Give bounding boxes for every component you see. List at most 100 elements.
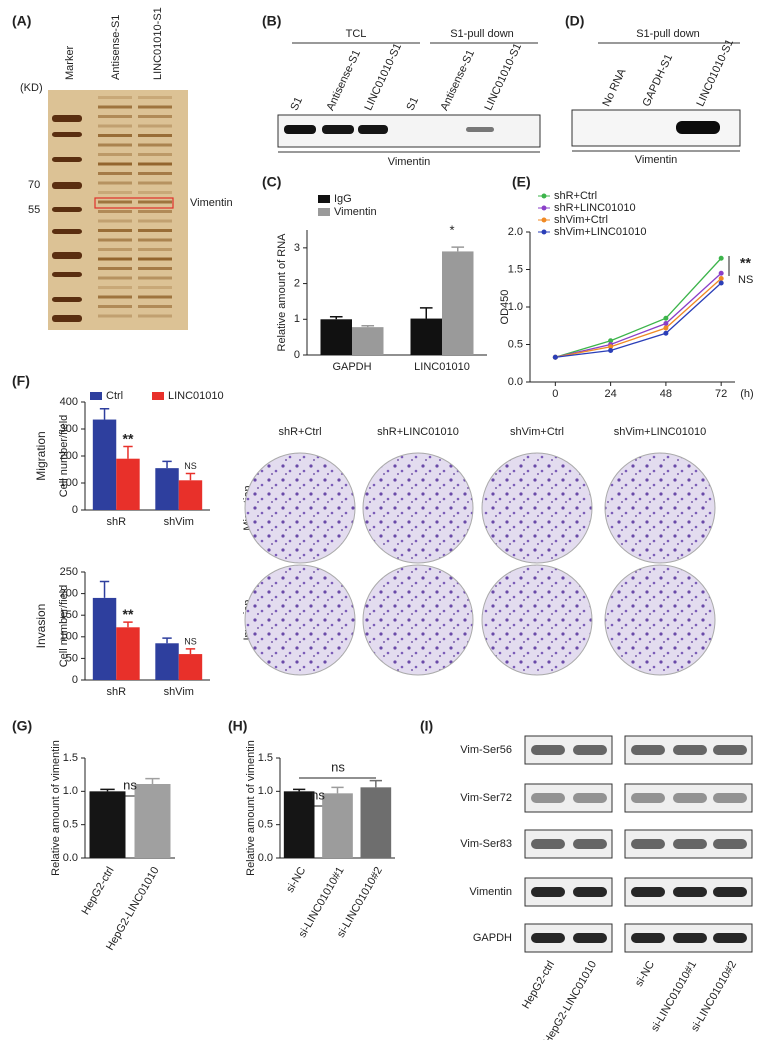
blot-band (358, 125, 388, 134)
gel-band (138, 295, 172, 299)
blot-band (531, 745, 565, 755)
band-label: Vimentin (190, 197, 233, 209)
panel-letter: (C) (262, 174, 281, 190)
gel-band (138, 172, 172, 175)
lane-label: S1 (404, 95, 421, 112)
group-label: S1-pull down (450, 28, 514, 40)
gel-band (138, 200, 172, 204)
y-tick-label: 300 (60, 423, 78, 435)
marker-label: 70 (28, 179, 40, 191)
panel-letter: (I) (420, 718, 433, 734)
blot-band (673, 933, 707, 943)
panel-letter: (A) (12, 13, 31, 29)
y-tick-label: 100 (60, 477, 78, 489)
row-label: GAPDH (473, 932, 512, 944)
gel-band (138, 134, 172, 137)
line (555, 257, 722, 358)
annotation: NS (184, 461, 197, 471)
gel-band (98, 238, 132, 242)
error-bar (331, 786, 344, 794)
bar (283, 791, 315, 858)
gel-band (98, 200, 132, 204)
point (608, 348, 614, 353)
y-tick-label: 1.0 (63, 785, 78, 797)
column-label: shVim+LINC01010 (614, 426, 706, 438)
gel-band (138, 238, 172, 242)
blot-band (631, 887, 665, 897)
annotation: ns (311, 787, 325, 802)
gel-band (98, 115, 132, 118)
error-bar (145, 777, 160, 784)
gel-band (98, 124, 132, 128)
blot-band (531, 839, 565, 849)
blot-label: Vimentin (635, 154, 678, 166)
well (244, 564, 356, 676)
lane-label: LINC01010-S1 (482, 41, 524, 112)
bar (320, 319, 352, 355)
blot-band (713, 887, 747, 897)
gel-band (98, 153, 132, 156)
gel-band (52, 182, 82, 189)
x-tick-label: 0 (552, 388, 558, 400)
gel-band (98, 191, 132, 194)
blot-band (713, 745, 747, 755)
gel-band (52, 229, 82, 234)
blot-band (631, 793, 665, 803)
x-tick-label: shVim (164, 516, 194, 528)
line (555, 278, 722, 358)
column-label: shVim+Ctrl (510, 426, 564, 438)
point (718, 270, 724, 276)
gel-band (98, 105, 132, 109)
annotation: ** (123, 430, 134, 446)
annotation: ** (123, 606, 134, 622)
legend-swatch (318, 208, 330, 216)
legend-label: shVim+LINC01010 (554, 226, 646, 238)
error-bar (329, 316, 343, 320)
error-bar (162, 460, 172, 469)
error-bar (100, 788, 115, 792)
gel-band (98, 276, 132, 280)
y-axis-title: OD450 (499, 290, 511, 325)
blot-band (713, 839, 747, 849)
gel-band (138, 305, 172, 308)
y-tick-label: 0 (72, 674, 78, 686)
blot-band (713, 933, 747, 943)
gel-band (52, 115, 82, 122)
y-tick-label: 1 (294, 313, 300, 325)
gel-band (98, 295, 132, 299)
row-label: Vim-Ser72 (460, 792, 512, 804)
column-label: shR+Ctrl (278, 426, 321, 438)
y-tick-label: 3 (294, 242, 300, 254)
y-tick-label: 2 (294, 277, 300, 289)
lane-label: si-NC (633, 959, 657, 989)
gel-band (138, 210, 172, 213)
row-label: Invasion (34, 604, 48, 649)
legend-marker (541, 229, 547, 235)
point (608, 338, 614, 344)
bar (442, 251, 474, 355)
y-tick-label: 1.5 (508, 263, 523, 275)
gel-band (138, 153, 172, 156)
gel-band (98, 229, 132, 232)
y-tick-label: 0.5 (258, 819, 273, 831)
bar (410, 318, 442, 355)
lane-label: LINC01010-S1 (152, 7, 164, 80)
annotation: NS (184, 636, 197, 646)
error-bar (123, 445, 133, 459)
group-label: TCL (346, 28, 367, 40)
error-bar (185, 648, 196, 655)
blot-band (631, 933, 665, 943)
gel-band (138, 276, 172, 280)
annotation: NS (738, 274, 753, 286)
x-axis-title: (h) (740, 388, 753, 400)
point (663, 315, 669, 321)
x-tick-label: LINC01010 (414, 361, 470, 373)
x-tick-label: shVim (164, 686, 194, 698)
point (608, 344, 614, 350)
bar (92, 419, 117, 510)
y-tick-label: 0.0 (508, 376, 523, 388)
legend-marker (541, 205, 547, 211)
blot-band (284, 125, 316, 134)
gel-band (98, 267, 132, 270)
gel-band (98, 314, 132, 318)
